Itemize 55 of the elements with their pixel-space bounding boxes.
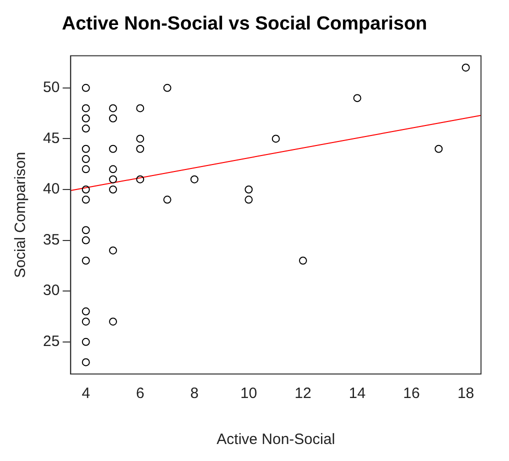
- point: [82, 124, 90, 133]
- point: [109, 144, 118, 153]
- point: [82, 196, 90, 204]
- point: [82, 165, 90, 174]
- point: [109, 175, 118, 184]
- point: [82, 84, 90, 92]
- y-tick-label: 45: [42, 130, 60, 147]
- point: [109, 165, 118, 174]
- point: [136, 134, 144, 143]
- chart-title: Active Non-Social vs Social Comparison: [62, 14, 428, 35]
- point: [82, 307, 90, 316]
- point: [82, 104, 90, 112]
- point: [244, 196, 253, 204]
- point: [163, 196, 172, 204]
- point: [136, 144, 144, 153]
- point: [298, 256, 307, 265]
- x-tick-label: 8: [190, 385, 199, 402]
- point: [109, 114, 118, 122]
- point: [82, 114, 90, 122]
- point: [82, 186, 90, 194]
- point: [109, 104, 118, 112]
- point: [353, 94, 362, 102]
- y-tick-label: 30: [42, 282, 60, 300]
- point: [136, 175, 144, 184]
- y-axis-title: Social Comparison: [12, 152, 30, 278]
- point: [82, 226, 90, 234]
- x-tick-label: 4: [82, 385, 90, 402]
- point: [136, 104, 144, 112]
- y-tick-label: 25: [42, 333, 60, 350]
- point: [163, 84, 172, 92]
- point: [82, 144, 90, 153]
- point: [109, 186, 118, 194]
- x-tick-label: 14: [348, 385, 366, 402]
- x-tick-label: 12: [294, 385, 312, 402]
- point: [434, 144, 443, 153]
- point: [109, 246, 118, 254]
- point: [82, 358, 90, 366]
- x-tick-label: 6: [136, 385, 144, 402]
- x-axis-title: Active Non-Social: [216, 431, 336, 448]
- point: [462, 64, 470, 72]
- point: [82, 318, 90, 326]
- point: [109, 318, 118, 326]
- point: [82, 155, 90, 164]
- y-tick-label: 35: [42, 231, 60, 248]
- y-tick-label: 50: [42, 79, 60, 96]
- point: [82, 236, 90, 244]
- x-tick-label: 10: [240, 385, 258, 402]
- y-tick-label: 40: [42, 180, 60, 198]
- x-tick-label: 18: [457, 385, 474, 402]
- point: [190, 175, 198, 184]
- point: [82, 256, 90, 265]
- point: [244, 186, 253, 194]
- point: [82, 338, 90, 346]
- x-tick-label: 16: [403, 385, 420, 402]
- point: [272, 134, 280, 143]
